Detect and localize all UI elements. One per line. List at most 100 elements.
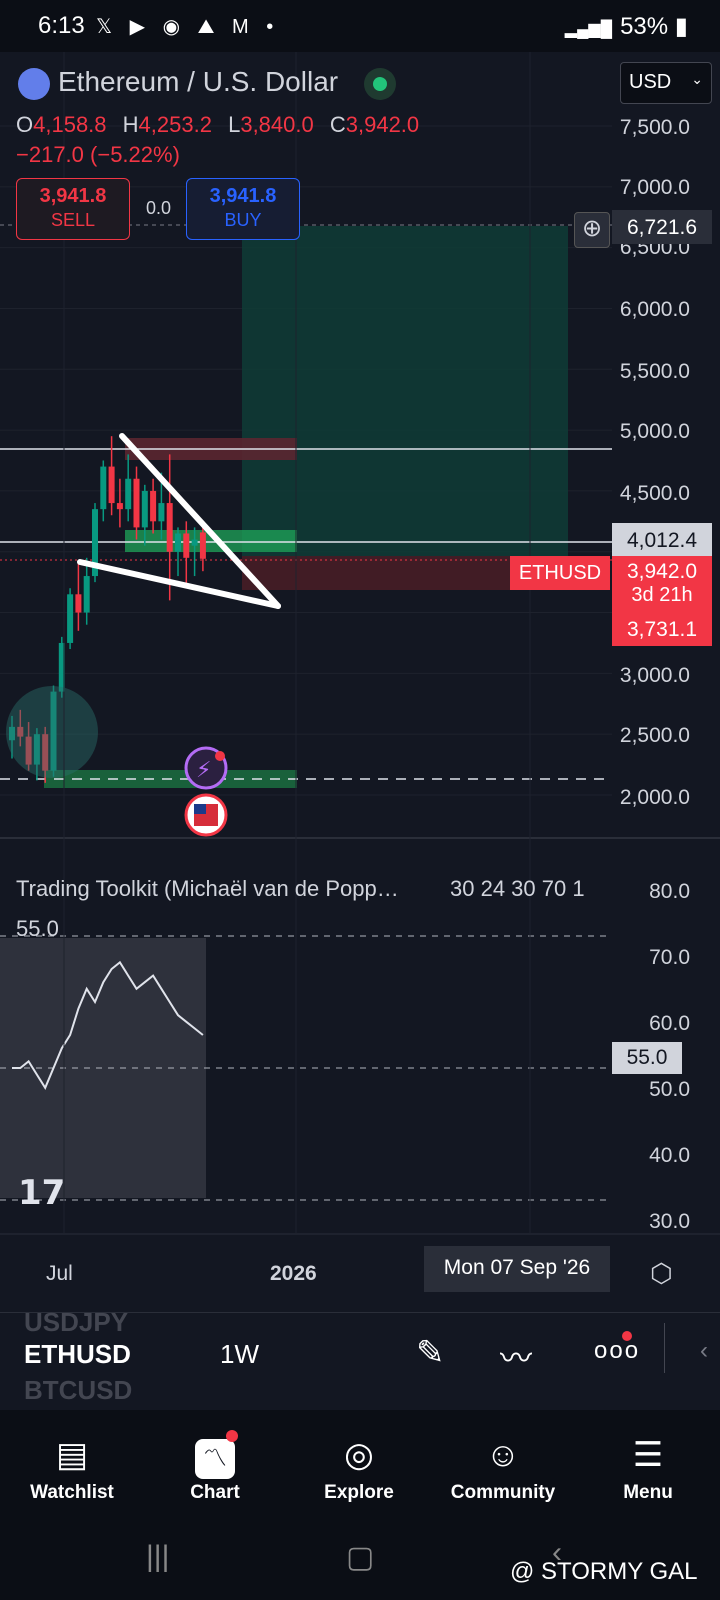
candle-body: [17, 726, 24, 737]
indicator-axis-label: 40.0: [649, 1144, 690, 1167]
toolbar-divider: [664, 1323, 665, 1373]
home-icon[interactable]: ▢: [346, 1541, 375, 1574]
price-change: −217.0 (−5.22%): [16, 142, 180, 167]
indicator-axis-label: 60.0: [649, 1012, 690, 1035]
indicator-params: 30 24 30 70 1: [450, 876, 585, 901]
system-navigation: ||| ▢ ‹ @ STORMY GAL: [0, 1530, 720, 1600]
candle-body: [191, 539, 198, 546]
indicator-axis-label: 70.0: [649, 946, 690, 969]
low-price-tag: 3,731.1: [612, 612, 712, 646]
sell-price: 3,941.8: [39, 185, 107, 207]
indicator-line: [12, 960, 204, 1090]
more-options-icon[interactable]: ooo: [594, 1337, 641, 1364]
candle-body: [175, 533, 181, 552]
tradingview-logo: 𝟭𝟳: [18, 1173, 65, 1213]
indicator-axis-label: 50.0: [649, 1078, 690, 1101]
candle-body: [183, 533, 190, 558]
nav-community[interactable]: ☺ Community: [433, 1428, 573, 1504]
candle-body: [67, 594, 74, 643]
drawing-tools-icon[interactable]: ✎: [416, 1334, 445, 1372]
price-label: 5,000.0: [619, 420, 690, 443]
indicator-name[interactable]: Trading Toolkit (Michaël van de Popp…: [16, 876, 399, 901]
battery-level: ▂▄▆█ 53% ▮: [564, 13, 688, 40]
candle-body: [33, 734, 40, 765]
spread-value: 0.0: [146, 198, 172, 218]
market-open-icon[interactable]: [364, 68, 396, 100]
price-label: 2,500.0: [619, 724, 690, 747]
candle-body: [133, 478, 140, 528]
candle-body: [166, 503, 173, 552]
price-label: 4,500.0: [619, 482, 690, 505]
nav-explore[interactable]: ◎ Explore: [289, 1428, 429, 1504]
candle-body: [9, 726, 15, 741]
chart-area[interactable]: ⚡ 𝟭𝟳: [0, 52, 720, 1310]
symbol-prev[interactable]: USDJPY: [24, 1307, 129, 1337]
sell-label: SELL: [50, 210, 96, 230]
symbol-selector[interactable]: ETHUSD: [24, 1339, 131, 1369]
symbol-price-tag: ETHUSD: [510, 556, 610, 590]
watermark: @ STORMY GAL: [510, 1558, 698, 1585]
candle-body: [42, 734, 49, 771]
candle-body: [25, 736, 32, 765]
long-position-target-zone: [242, 226, 568, 556]
nav-watchlist[interactable]: ▤ Watchlist: [2, 1428, 142, 1504]
battery-icon: ▮: [674, 13, 688, 40]
candle-body: [108, 466, 115, 504]
candle-body: [75, 594, 82, 613]
interval-selector[interactable]: 1W: [220, 1339, 259, 1369]
time-label: 2026: [270, 1262, 317, 1285]
indicator-grid: [0, 935, 612, 1201]
candle-body: [150, 490, 157, 522]
recent-apps-icon[interactable]: |||: [146, 1540, 170, 1573]
candle-body: [141, 490, 148, 528]
price-label: 5,500.0: [619, 360, 690, 383]
bottom-navigation: ▤ Watchlist 〽 Chart ◎ Explore ☺ Communit…: [0, 1410, 720, 1530]
compass-icon: ◎: [344, 1436, 374, 1474]
nav-menu[interactable]: ☰ Menu: [578, 1428, 718, 1504]
candle-body: [125, 478, 132, 510]
candle-body: [100, 466, 107, 510]
chevron-down-icon: ⌄: [691, 71, 703, 87]
signal-icon: ▂▄▆█: [564, 21, 613, 38]
collapse-icon[interactable]: ‹: [700, 1337, 708, 1364]
ethereum-logo-icon: [18, 68, 50, 100]
price-label: 7,500.0: [619, 116, 690, 139]
candle-body: [116, 503, 123, 510]
sell-button[interactable]: 3,941.8 SELL: [16, 178, 130, 240]
indicator-shaded-region: [0, 938, 206, 1198]
nav-chart[interactable]: 〽 Chart: [145, 1428, 285, 1504]
price-label: 3,000.0: [619, 664, 690, 687]
price-label: 6,000.0: [619, 298, 690, 321]
notification-dot: [622, 1331, 632, 1341]
highlight-circle: [6, 686, 98, 778]
indicator-current-tag: 55.0: [612, 1042, 682, 1074]
community-icon: ☺: [485, 1436, 521, 1474]
svg-text:⚡: ⚡: [196, 758, 211, 783]
candle-body: [58, 642, 65, 692]
symbol-title[interactable]: Ethereum / U.S. Dollar: [58, 66, 339, 97]
indicators-icon[interactable]: 〰: [500, 1340, 533, 1376]
wedge-upper-trendline: [119, 433, 281, 609]
level-price-tag: 4,012.4: [612, 523, 712, 557]
watchlist-icon: ▤: [55, 1436, 89, 1474]
candles: [9, 436, 206, 783]
indicator-axis-label: 80.0: [649, 880, 690, 903]
chart-badge: [226, 1430, 238, 1442]
crosshair-price-tag: 6,721.6: [612, 210, 712, 244]
buy-button[interactable]: 3,941.8 BUY: [186, 178, 300, 240]
price-label: 7,000.0: [619, 176, 690, 199]
indicator-axis-label: 30.0: [649, 1210, 690, 1233]
price-label: 2,000.0: [619, 786, 690, 809]
wedge-lower-trendline: [77, 559, 281, 609]
add-alert-plus-icon[interactable]: ⊕: [574, 212, 610, 248]
candle-body: [83, 576, 90, 613]
currency-select[interactable]: USD ⌄: [620, 62, 712, 104]
symbol-next[interactable]: BTCUSD: [24, 1375, 133, 1405]
notification-icons: 𝕏 ▶ ◉ ⛰ M •: [96, 16, 280, 38]
last-price-tag: 3,942.0 3d 21h: [612, 556, 712, 616]
buy-price: 3,941.8: [209, 185, 277, 207]
chart-toolbar: USDJPY ETHUSD BTCUSD 1W ✎ 〰 ooo ‹: [0, 1307, 720, 1411]
candle-body: [158, 503, 165, 522]
chart-settings-icon[interactable]: ⬡: [650, 1258, 673, 1288]
back-icon[interactable]: ‹: [552, 1536, 562, 1569]
